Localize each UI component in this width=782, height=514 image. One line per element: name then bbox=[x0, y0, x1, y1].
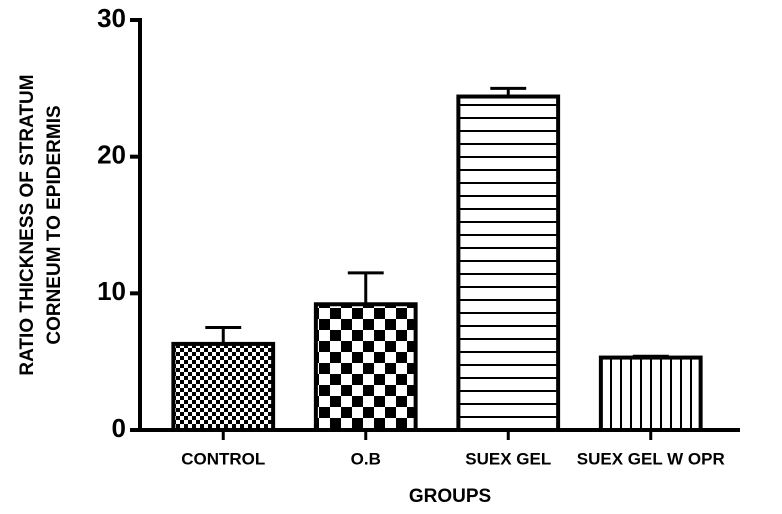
y-tick-label: 20 bbox=[97, 140, 126, 170]
bar bbox=[171, 341, 276, 432]
y-axis-label-line: CORNEUM TO EPIDERMIS bbox=[44, 105, 65, 344]
y-tick-label: 30 bbox=[97, 3, 126, 33]
x-tick-label: CONTROL bbox=[181, 449, 265, 468]
x-tick-label: O.B bbox=[351, 449, 381, 468]
y-axis-label: RATIO THICKNESS OF STRATUM CORNEUM TO EP… bbox=[17, 74, 65, 375]
bar bbox=[456, 94, 561, 433]
bar bbox=[598, 355, 703, 433]
x-tick-label: SUEX GEL W OPR bbox=[577, 449, 725, 468]
x-axis-label: GROUPS bbox=[409, 486, 491, 507]
y-tick-label: 0 bbox=[112, 413, 126, 443]
y-axis-label-line: RATIO THICKNESS OF STRATUM bbox=[17, 74, 38, 375]
bar bbox=[313, 302, 418, 432]
y-tick-label: 10 bbox=[97, 276, 126, 306]
x-tick-label: SUEX GEL bbox=[465, 449, 551, 468]
